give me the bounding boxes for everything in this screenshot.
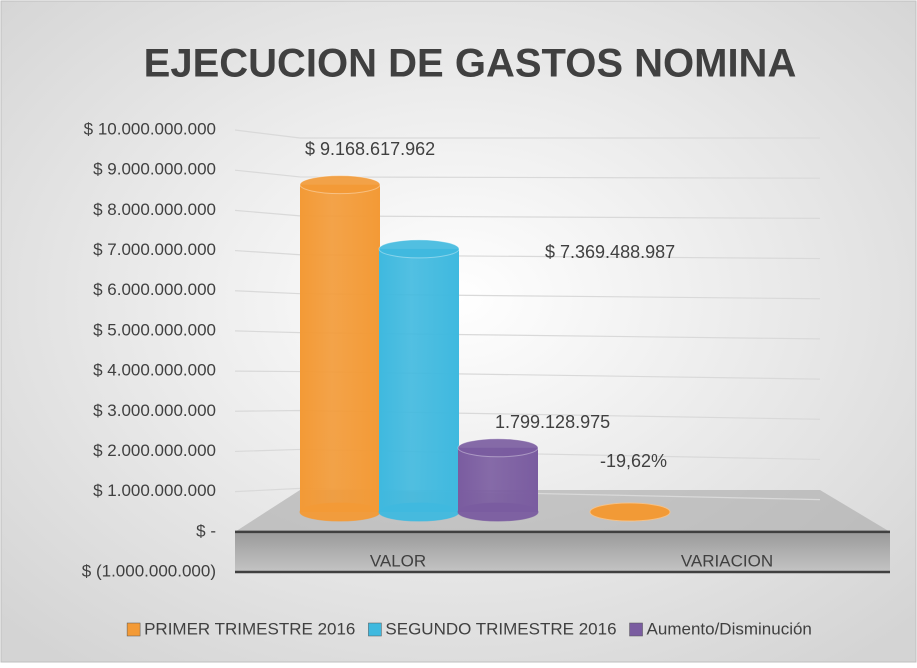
y-tick-label: $ 6.000.000.000: [93, 280, 216, 299]
data-label: -19,62%: [600, 451, 667, 471]
x-tick-label: VALOR: [370, 551, 426, 570]
cylinder-top: [299, 175, 381, 195]
y-tick-label: $ 7.000.000.000: [93, 240, 216, 259]
grid-line: [234, 169, 821, 179]
y-tick-label: $ (1.000.000.000): [82, 561, 216, 580]
bar: [379, 248, 459, 512]
chart-title: EJECUCION DE GASTOS NOMINA: [144, 42, 797, 86]
bar: [458, 447, 538, 512]
cylinder-top: [457, 438, 539, 458]
cylinder-top: [589, 502, 671, 522]
data-label: $ 9.168.617.962: [305, 139, 435, 159]
cylinder-top: [378, 239, 460, 259]
data-label: $ 7.369.488.987: [545, 242, 675, 262]
legend-swatch: [629, 622, 643, 637]
y-tick-label: $ 1.000.000.000: [93, 481, 216, 500]
legend-label: PRIMER TRIMESTRE 2016: [144, 619, 355, 638]
legend-swatch: [126, 622, 141, 637]
legend-label: SEGUNDO TRIMESTRE 2016: [385, 619, 616, 638]
grid-line: [234, 129, 820, 139]
y-tick-label: $ 8.000.000.000: [93, 200, 216, 219]
legend-label: Aumento/Disminución: [647, 619, 812, 638]
x-tick-label: VARIACION: [681, 551, 773, 570]
bar: [300, 184, 380, 512]
y-tick-label: $ 2.000.000.000: [93, 441, 216, 460]
y-tick-label: $ 9.000.000.000: [93, 160, 216, 179]
data-label: 1.799.128.975: [495, 412, 610, 432]
floor: [235, 531, 890, 572]
y-tick-label: $ 4.000.000.000: [93, 361, 216, 380]
legend-swatch: [368, 622, 382, 637]
y-tick-label: $ -: [196, 521, 216, 540]
y-tick-label: $ 3.000.000.000: [93, 401, 216, 420]
y-tick-label: $ 10.000.000.000: [84, 119, 216, 138]
y-tick-label: $ 5.000.000.000: [93, 320, 216, 339]
